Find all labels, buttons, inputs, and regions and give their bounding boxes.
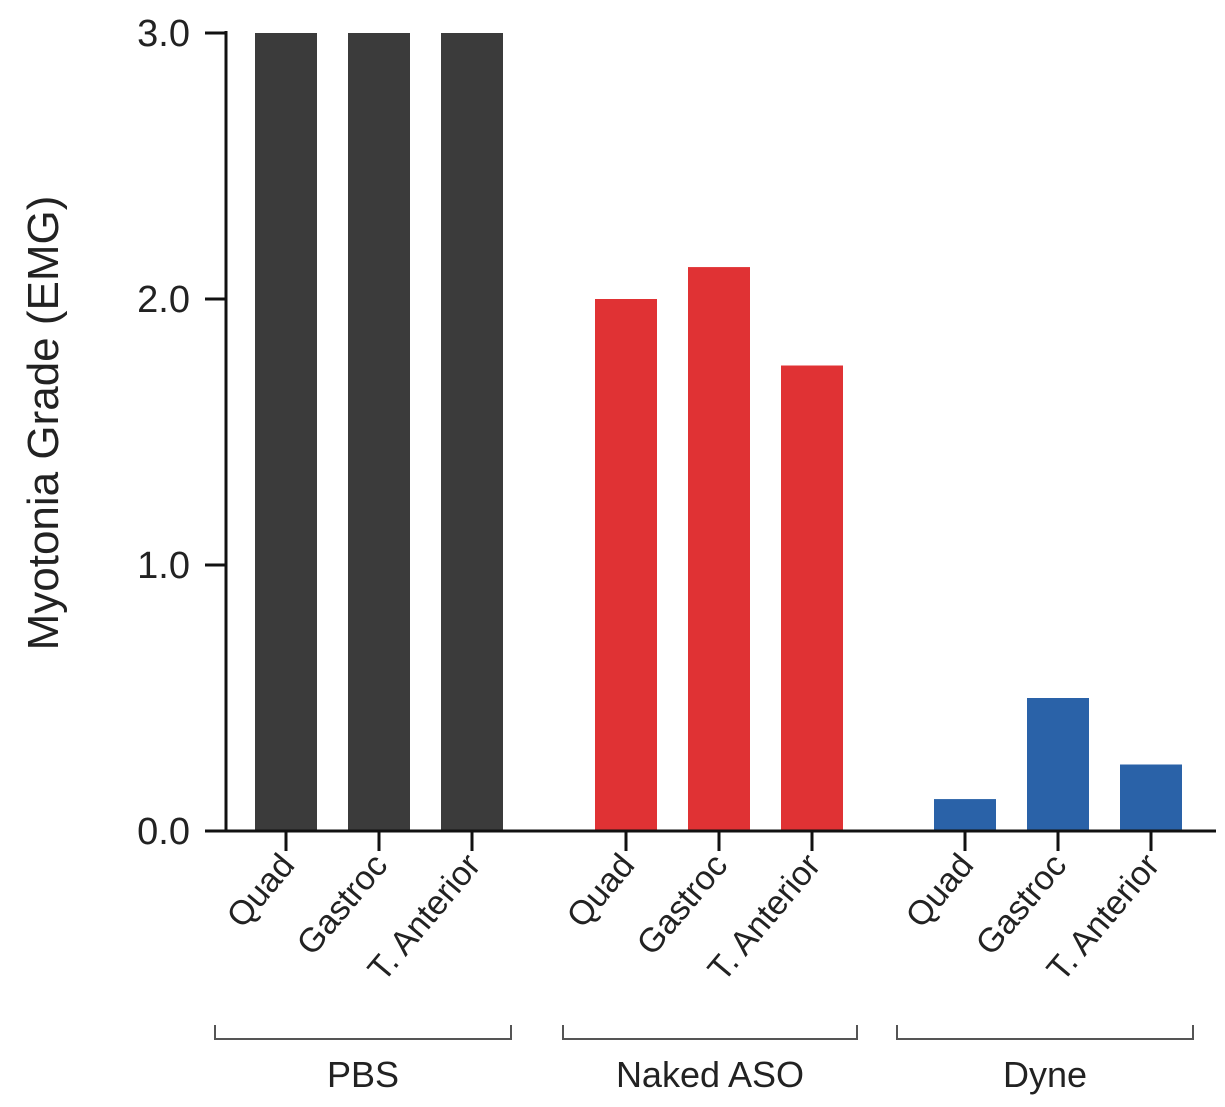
group-label: Naked ASO [616, 1054, 804, 1095]
bar-naked-aso-gastroc [688, 267, 750, 832]
bar-dyne-t-anterior [1120, 764, 1182, 831]
y-axis-label: Myotonia Grade (EMG) [19, 196, 68, 651]
group-bracket [896, 1025, 1194, 1040]
y-tick-label: 2.0 [137, 279, 190, 321]
category-label: Quad [560, 847, 643, 935]
bar-dyne-gastroc [1027, 698, 1089, 831]
group-label: PBS [327, 1054, 399, 1095]
bar-naked-aso-t-anterior [781, 365, 843, 831]
bar-dyne-quad [934, 799, 996, 831]
group-bracket [214, 1025, 512, 1040]
category-label: Quad [899, 847, 982, 935]
y-tick-label: 0.0 [137, 811, 190, 853]
group-bracket [562, 1025, 858, 1040]
y-tick-label: 1.0 [137, 545, 190, 587]
bar-pbs-t-anterior [441, 33, 503, 831]
bar-pbs-gastroc [348, 33, 410, 831]
y-tick-label: 3.0 [137, 13, 190, 55]
category-label: Quad [220, 847, 303, 935]
bar-naked-aso-quad [595, 299, 657, 831]
bar-pbs-quad [255, 33, 317, 831]
group-label: Dyne [1003, 1054, 1087, 1095]
